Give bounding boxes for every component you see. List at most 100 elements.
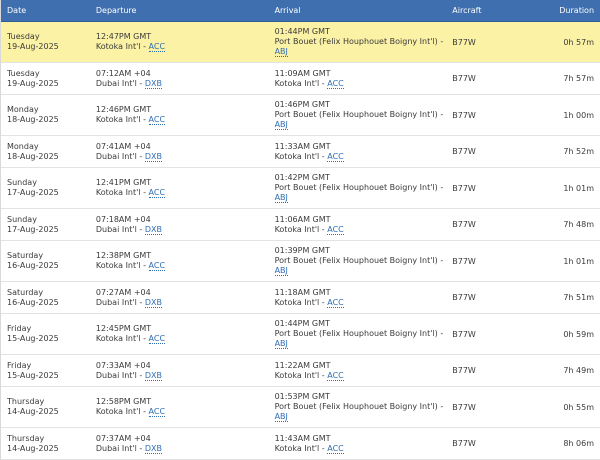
date: 15-Aug-2025: [7, 334, 59, 343]
arrival-airport-line: Port Bouet (Felix Houphouet Boigny Int'l…: [274, 329, 444, 338]
departure-time: 07:12AM +04: [95, 68, 151, 78]
arrival-airport-name: Port Bouet (Felix Houphouet Boigny Int'l…: [274, 37, 438, 46]
header-departure[interactable]: Departure: [95, 6, 137, 15]
departure-airport-name: Kotoka Int'l: [95, 334, 141, 343]
arrival-airport-code-link[interactable]: ACC: [327, 151, 344, 162]
duration-cell: 7h 57m: [563, 74, 595, 83]
arrival-airport-code-link[interactable]: ACC: [327, 78, 344, 89]
date: 14-Aug-2025: [7, 407, 59, 416]
departure-airport-code-link[interactable]: DXB: [144, 224, 162, 235]
arrival-time: 11:43AM GMT: [274, 433, 331, 443]
departure-airport: Dubai Int'l - DXB: [95, 297, 162, 308]
arrival-airport-code-link[interactable]: ACC: [327, 370, 344, 381]
arrival-airport-code-link[interactable]: ABJ: [274, 412, 288, 422]
departure-airport-name: Kotoka Int'l: [95, 188, 141, 197]
aircraft-cell: B77W: [452, 74, 476, 83]
departure-airport-code-link[interactable]: ACC: [148, 407, 166, 417]
departure-airport-name: Dubai Int'l: [95, 370, 137, 380]
departure-airport-code-link[interactable]: DXB: [144, 297, 162, 308]
arrival-airport-code-link[interactable]: ABJ: [274, 120, 288, 130]
weekday: Tuesday: [7, 68, 40, 78]
arrival-airport-name: Kotoka Int'l: [274, 224, 320, 234]
departure-cell: 07:27AM +04 Dubai Int'l - DXB: [90, 288, 269, 308]
date-cell: Thursday 14-Aug-2025: [1, 397, 90, 417]
arrival-airport-name: Kotoka Int'l: [274, 443, 320, 453]
header-duration[interactable]: Duration: [559, 6, 595, 15]
departure-airport-name: Dubai Int'l: [95, 224, 137, 234]
departure-airport-name: Dubai Int'l: [95, 297, 137, 307]
arrival-airport-name: Kotoka Int'l: [274, 151, 320, 161]
arrival-airport-name: Kotoka Int'l: [274, 297, 320, 307]
aircraft-cell: B77W: [452, 402, 476, 412]
departure-time: 07:18AM +04: [95, 214, 151, 224]
departure-airport-code-link[interactable]: ACC: [148, 115, 166, 125]
arrival-airport-code-link[interactable]: ACC: [327, 443, 344, 454]
table-row: Monday 18-Aug-2025 12:46PM GMT Kotoka In…: [1, 95, 600, 136]
arrival-time: 01:44PM GMT: [274, 27, 330, 36]
arrival-cell: 11:43AM GMT Kotoka Int'l - ACC: [269, 434, 447, 454]
arrival-airport-code-link[interactable]: ABJ: [274, 266, 288, 276]
date: 16-Aug-2025: [7, 297, 59, 307]
arrival-airport-line: Port Bouet (Felix Houphouet Boigny Int'l…: [274, 256, 444, 265]
departure-time: 07:41AM +04: [95, 141, 151, 151]
header-arrival[interactable]: Arrival: [274, 6, 301, 15]
date: 17-Aug-2025: [7, 224, 59, 234]
departure-airport-code-link[interactable]: DXB: [144, 443, 162, 454]
arrival-airport-line: Kotoka Int'l - ACC: [274, 297, 344, 308]
duration-cell: 1h 01m: [563, 183, 595, 193]
arrival-airport-name: Port Bouet (Felix Houphouet Boigny Int'l…: [274, 110, 438, 119]
arrival-airport-line: Port Bouet (Felix Houphouet Boigny Int'l…: [274, 183, 444, 192]
duration-cell: 1h 00m: [563, 110, 595, 120]
arrival-cell: 01:39PM GMT Port Bouet (Felix Houphouet …: [269, 246, 447, 276]
date-cell: Monday 18-Aug-2025: [1, 105, 90, 125]
arrival-cell: 11:06AM GMT Kotoka Int'l - ACC: [269, 215, 447, 235]
date-cell: Thursday 14-Aug-2025: [1, 434, 90, 454]
duration-cell: 0h 59m: [563, 329, 595, 339]
arrival-airport-code-link[interactable]: ABJ: [274, 193, 288, 203]
departure-airport: Kotoka Int'l - ACC: [95, 407, 166, 417]
departure-airport: Kotoka Int'l - ACC: [95, 115, 166, 125]
departure-time: 12:45PM GMT: [95, 324, 152, 333]
departure-airport-code-link[interactable]: DXB: [144, 78, 162, 89]
departure-airport-code-link[interactable]: DXB: [144, 151, 162, 162]
date-cell: Saturday 16-Aug-2025: [1, 251, 90, 271]
departure-time: 07:27AM +04: [95, 287, 151, 297]
departure-cell: 07:18AM +04 Dubai Int'l - DXB: [90, 215, 269, 235]
departure-airport-code-link[interactable]: ACC: [148, 334, 166, 344]
departure-airport-code-link[interactable]: DXB: [144, 370, 162, 381]
aircraft-cell: B77W: [452, 329, 476, 339]
departure-airport: Dubai Int'l - DXB: [95, 78, 162, 89]
date-cell: Tuesday 19-Aug-2025: [1, 32, 90, 52]
arrival-cell: 01:53PM GMT Port Bouet (Felix Houphouet …: [269, 392, 447, 422]
header-aircraft[interactable]: Aircraft: [452, 6, 482, 15]
arrival-airport-code-line: ABJ: [274, 412, 447, 422]
aircraft-cell: B77W: [452, 220, 476, 229]
aircraft-cell: B77W: [452, 110, 476, 120]
table-row: Saturday 16-Aug-2025 12:38PM GMT Kotoka …: [1, 241, 600, 282]
departure-time: 12:47PM GMT: [95, 32, 152, 41]
header-date[interactable]: Date: [7, 6, 27, 15]
arrival-airport: Port Bouet (Felix Houphouet Boigny Int'l…: [274, 329, 447, 349]
departure-cell: 07:12AM +04 Dubai Int'l - DXB: [90, 69, 269, 89]
departure-airport-code-link[interactable]: ACC: [148, 188, 166, 198]
weekday: Saturday: [7, 287, 44, 297]
arrival-airport-line: Kotoka Int'l - ACC: [274, 443, 344, 454]
departure-airport-code-link[interactable]: ACC: [148, 42, 166, 52]
arrival-airport-code-line: ABJ: [274, 339, 447, 349]
arrival-airport-code-link[interactable]: ABJ: [274, 47, 288, 57]
arrival-airport-code-link[interactable]: ACC: [327, 297, 344, 308]
arrival-airport-code-link[interactable]: ACC: [327, 224, 344, 235]
arrival-cell: 11:33AM GMT Kotoka Int'l - ACC: [269, 142, 447, 162]
departure-airport-code-link[interactable]: ACC: [148, 261, 166, 271]
weekday: Tuesday: [7, 32, 40, 41]
arrival-airport-name: Port Bouet (Felix Houphouet Boigny Int'l…: [274, 183, 438, 192]
table-row: Friday 15-Aug-2025 07:33AM +04 Dubai Int…: [1, 355, 600, 387]
arrival-time: 01:44PM GMT: [274, 319, 330, 328]
departure-cell: 12:41PM GMT Kotoka Int'l - ACC: [90, 178, 269, 198]
weekday: Monday: [7, 141, 39, 151]
arrival-airport-line: Kotoka Int'l - ACC: [274, 78, 344, 89]
departure-time: 12:41PM GMT: [95, 178, 152, 187]
date-cell: Saturday 16-Aug-2025: [1, 288, 90, 308]
arrival-airport-code-link[interactable]: ABJ: [274, 339, 288, 349]
